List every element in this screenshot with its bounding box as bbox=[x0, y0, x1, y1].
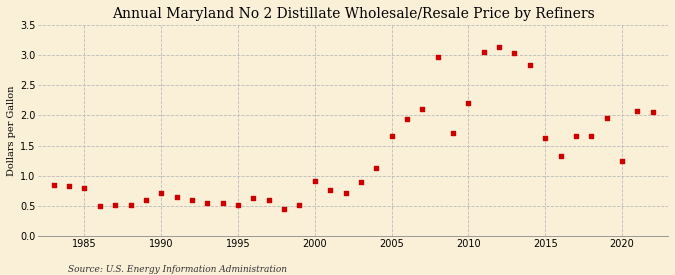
Point bbox=[309, 179, 320, 183]
Point bbox=[417, 106, 428, 111]
Point bbox=[79, 186, 90, 191]
Point bbox=[586, 134, 597, 138]
Title: Annual Maryland No 2 Distillate Wholesale/Resale Price by Refiners: Annual Maryland No 2 Distillate Wholesal… bbox=[112, 7, 595, 21]
Point bbox=[95, 204, 105, 208]
Point bbox=[479, 50, 489, 54]
Point bbox=[233, 202, 244, 207]
Point bbox=[186, 198, 197, 203]
Point bbox=[356, 180, 367, 184]
Point bbox=[386, 134, 397, 139]
Point bbox=[140, 198, 151, 203]
Point bbox=[171, 195, 182, 199]
Point bbox=[63, 184, 74, 188]
Point bbox=[202, 201, 213, 205]
Text: Source: U.S. Energy Information Administration: Source: U.S. Energy Information Administ… bbox=[68, 265, 286, 274]
Point bbox=[294, 203, 305, 207]
Point bbox=[325, 188, 335, 192]
Point bbox=[217, 201, 228, 206]
Point bbox=[647, 110, 658, 115]
Point bbox=[248, 196, 259, 200]
Point bbox=[463, 100, 474, 105]
Point bbox=[524, 63, 535, 67]
Point bbox=[616, 158, 627, 163]
Point bbox=[371, 166, 381, 171]
Point bbox=[263, 198, 274, 202]
Point bbox=[279, 207, 290, 212]
Y-axis label: Dollars per Gallon: Dollars per Gallon bbox=[7, 85, 16, 176]
Point bbox=[110, 202, 121, 207]
Point bbox=[601, 116, 612, 121]
Point bbox=[49, 183, 59, 188]
Point bbox=[402, 117, 412, 121]
Point bbox=[509, 51, 520, 56]
Point bbox=[432, 55, 443, 59]
Point bbox=[540, 136, 551, 140]
Point bbox=[493, 45, 504, 50]
Point bbox=[555, 154, 566, 158]
Point bbox=[570, 134, 581, 139]
Point bbox=[156, 191, 167, 196]
Point bbox=[125, 203, 136, 207]
Point bbox=[632, 109, 643, 113]
Point bbox=[448, 131, 458, 135]
Point bbox=[340, 191, 351, 196]
